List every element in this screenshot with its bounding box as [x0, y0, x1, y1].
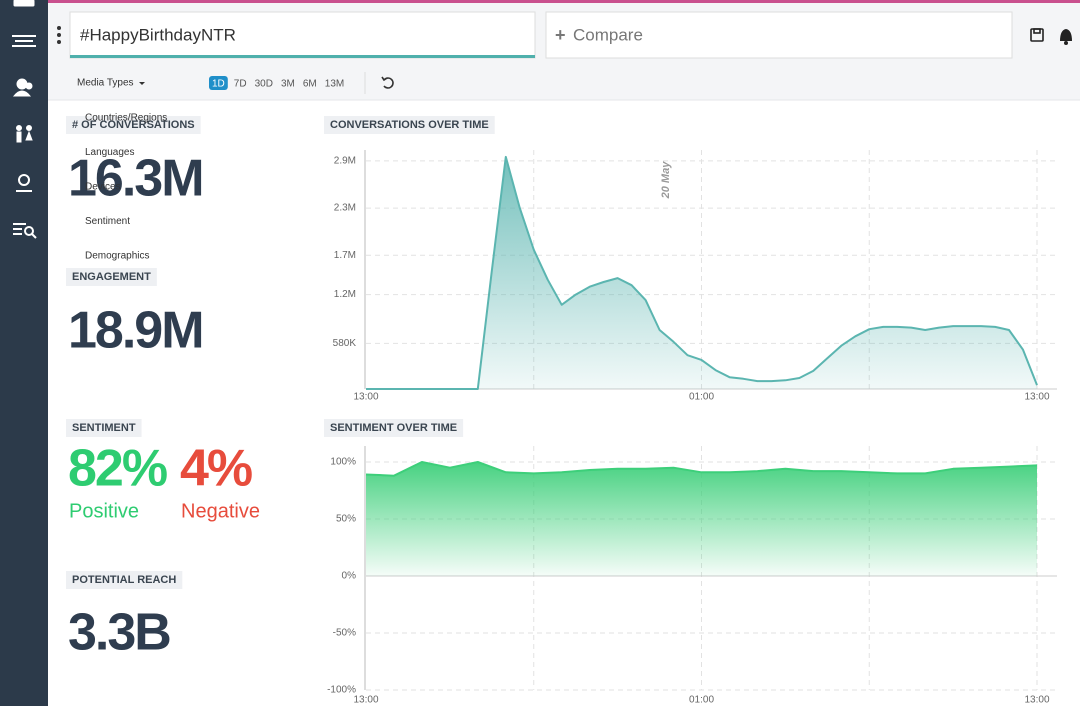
- x-tick-label: 13:00: [1024, 695, 1049, 706]
- range-option[interactable]: 6M: [303, 79, 317, 90]
- menu-item[interactable]: Languages: [85, 147, 135, 158]
- compare-box[interactable]: [545, 11, 1013, 59]
- metric-label-box: [66, 571, 183, 589]
- refresh-icon[interactable]: [381, 76, 394, 89]
- y-tick-label: -50%: [333, 628, 356, 639]
- plus-icon: +: [555, 25, 566, 45]
- y-tick-label: 0%: [342, 571, 357, 582]
- sentiment-negative-label: Negative: [181, 500, 260, 522]
- metric-label: SENTIMENT: [72, 422, 136, 434]
- y-tick-label: 2.9M: [334, 156, 356, 167]
- chart-title: SENTIMENT OVER TIME: [330, 422, 457, 434]
- metric-label-box: [66, 268, 157, 286]
- menu-item[interactable]: Sentiment: [85, 216, 130, 227]
- area-line: [366, 155, 1038, 390]
- icon-search-list[interactable]: [13, 223, 37, 239]
- x-tick-label: 01:00: [689, 392, 714, 403]
- bell-icon[interactable]: [1060, 29, 1072, 45]
- y-tick-label: 1.2M: [334, 289, 356, 300]
- icon-gender[interactable]: [16, 125, 33, 143]
- icon-users[interactable]: [12, 78, 33, 97]
- menu-item[interactable]: Devices: [85, 182, 121, 193]
- area-fill: [366, 156, 1037, 389]
- metric-value: 18.9M: [68, 302, 203, 360]
- x-tick-label: 13:00: [353, 392, 378, 403]
- range-option[interactable]: 13M: [325, 79, 344, 90]
- search-text: #HappyBirthdayNTR: [80, 25, 236, 44]
- sidebar: [0, 0, 48, 706]
- range-option[interactable]: 1D: [212, 79, 225, 90]
- save-icon[interactable]: [1030, 28, 1044, 42]
- y-tick-label: 1.7M: [334, 250, 356, 261]
- dropdown-caret: [139, 82, 145, 85]
- kebab-menu[interactable]: [57, 26, 61, 44]
- chart-title: CONVERSATIONS OVER TIME: [330, 119, 489, 131]
- range-option[interactable]: 7D: [234, 79, 247, 90]
- range-selected: [209, 76, 228, 90]
- sentiment-negative: 4%: [180, 440, 252, 498]
- top-bar: [0, 0, 1080, 3]
- x-tick-label: 13:00: [353, 695, 378, 706]
- icon-dashboard[interactable]: [13, 0, 35, 7]
- y-tick-label: 100%: [330, 457, 356, 468]
- range-option[interactable]: 3M: [281, 79, 295, 90]
- y-tick-label: -100%: [327, 685, 356, 696]
- metric-label-box: [66, 116, 201, 134]
- sidebar-icons[interactable]: [12, 0, 37, 239]
- range-option[interactable]: 30D: [255, 79, 273, 90]
- chart-title-box: [324, 116, 495, 134]
- metric-label: ENGAGEMENT: [72, 271, 151, 283]
- menu-item[interactable]: Demographics: [85, 251, 149, 262]
- y-tick-label: 50%: [336, 514, 356, 525]
- icon-stream[interactable]: [12, 35, 36, 47]
- area-fill: [366, 462, 1037, 576]
- compare-text: Compare: [573, 25, 643, 44]
- sentiment-positive: 82%: [68, 440, 167, 498]
- metric-label-box: [66, 419, 142, 437]
- y-tick-label: 2.3M: [334, 203, 356, 214]
- metric-label: POTENTIAL REACH: [72, 574, 176, 586]
- metric-value: 16.3M: [68, 150, 203, 208]
- search-underline: [70, 55, 535, 58]
- media-types[interactable]: Media Types: [77, 78, 134, 89]
- sentiment-positive-label: Positive: [69, 500, 139, 522]
- menu-item[interactable]: Countries/Regions: [85, 113, 167, 124]
- x-tick-label: 01:00: [689, 695, 714, 706]
- y-tick-label: 580K: [333, 338, 357, 349]
- area-line: [365, 461, 1038, 477]
- x-tick-label: 13:00: [1024, 392, 1049, 403]
- search-box[interactable]: [69, 11, 536, 59]
- chart-title-box: [324, 419, 464, 437]
- metric-label: # OF CONVERSATIONS: [72, 119, 195, 131]
- icon-location[interactable]: [16, 174, 32, 192]
- annotation: 20 May: [660, 161, 672, 200]
- metric-value: 3.3B: [68, 604, 170, 662]
